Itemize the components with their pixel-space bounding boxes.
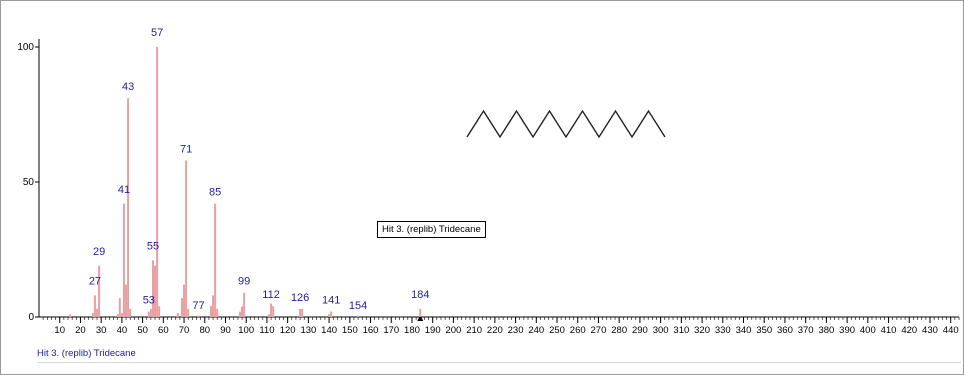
x-tick-label: 240 [528,325,544,336]
x-tick-label: 190 [425,325,441,336]
footer-divider [37,362,961,363]
peak-label: 112 [262,289,280,301]
x-tick-label: 330 [715,325,731,336]
x-tick-label: 140 [321,325,337,336]
x-tick-label: 290 [632,325,648,336]
peak-label: 27 [89,276,101,288]
tridecane-structure-icon [466,109,666,139]
peak-label: 29 [93,246,105,258]
peak-label: 126 [291,292,309,304]
peak-label: 55 [147,241,159,253]
x-tick-label: 230 [508,325,524,336]
molecular-ion-marker [417,315,424,321]
chart-peaks [69,47,422,317]
x-tick-label: 50 [137,325,148,336]
peak-label: 53 [143,295,155,307]
x-tick-label: 410 [881,325,897,336]
x-tick-label: 390 [839,325,855,336]
x-tick-label: 20 [75,325,86,336]
x-tick-label: 400 [860,325,876,336]
x-tick-label: 440 [943,325,959,336]
x-tick-label: 210 [466,325,482,336]
peak-label: 99 [238,276,250,288]
x-tick-label: 90 [220,325,231,336]
zigzag-chain [466,109,666,139]
x-tick-label: 10 [54,325,65,336]
chart-peak-labels: 27 29 41 43 53 55 57 71 77 85 99 112 126 141 154 184 [89,27,430,312]
hit-label-box: Hit 3. (replib) Tridecane [377,221,486,238]
y-tick-label: 0 [28,312,34,323]
x-tick-label: 30 [96,325,107,336]
y-tick-label: 50 [23,177,35,188]
x-tick-label: 260 [570,325,586,336]
peak-label: 184 [411,289,429,301]
x-tick-label: 430 [922,325,938,336]
x-tick-label: 370 [798,325,814,336]
x-tick-label: 320 [694,325,710,336]
x-tick-label: 150 [342,325,358,336]
x-tick-label: 80 [199,325,210,336]
x-tick-label: 40 [117,325,128,336]
x-tick-label: 300 [653,325,669,336]
peak-label: 77 [192,300,204,312]
x-tick-label: 420 [901,325,917,336]
peak-label: 43 [122,81,134,93]
x-tick-label: 100 [238,325,254,336]
peak-label: 141 [322,295,340,307]
x-tick-label: 380 [818,325,834,336]
chart-axes: 0 50 100 10 20 30 40 50 60 70 80 90 100 110 120 130 140 1… [17,39,960,336]
x-tick-label: 340 [736,325,752,336]
x-tick-label: 160 [363,325,379,336]
x-tick-label: 120 [280,325,296,336]
x-tick-label: 110 [259,325,274,336]
library-hit-caption[interactable]: Hit 3. (replib) Tridecane [37,348,136,359]
x-tick-label: 180 [404,325,420,336]
x-tick-label: 200 [445,325,461,336]
peak-label: 41 [118,184,130,196]
x-tick-label: 250 [549,325,565,336]
y-tick-label: 100 [17,42,34,53]
peak-label: 85 [209,187,221,199]
x-tick-label: 280 [611,325,627,336]
peak-label: 154 [349,300,367,312]
x-tick-label: 70 [179,325,190,336]
peak-label: 57 [151,27,163,39]
x-tick-label: 350 [756,325,772,336]
x-tick-label: 60 [158,325,169,336]
x-tick-label: 360 [777,325,793,336]
x-tick-label: 130 [300,325,316,336]
peak-label: 71 [180,143,192,155]
x-tick-label: 220 [487,325,503,336]
x-tick-label: 170 [383,325,399,336]
x-tick-label: 310 [673,325,689,336]
x-tick-label: 270 [591,325,607,336]
